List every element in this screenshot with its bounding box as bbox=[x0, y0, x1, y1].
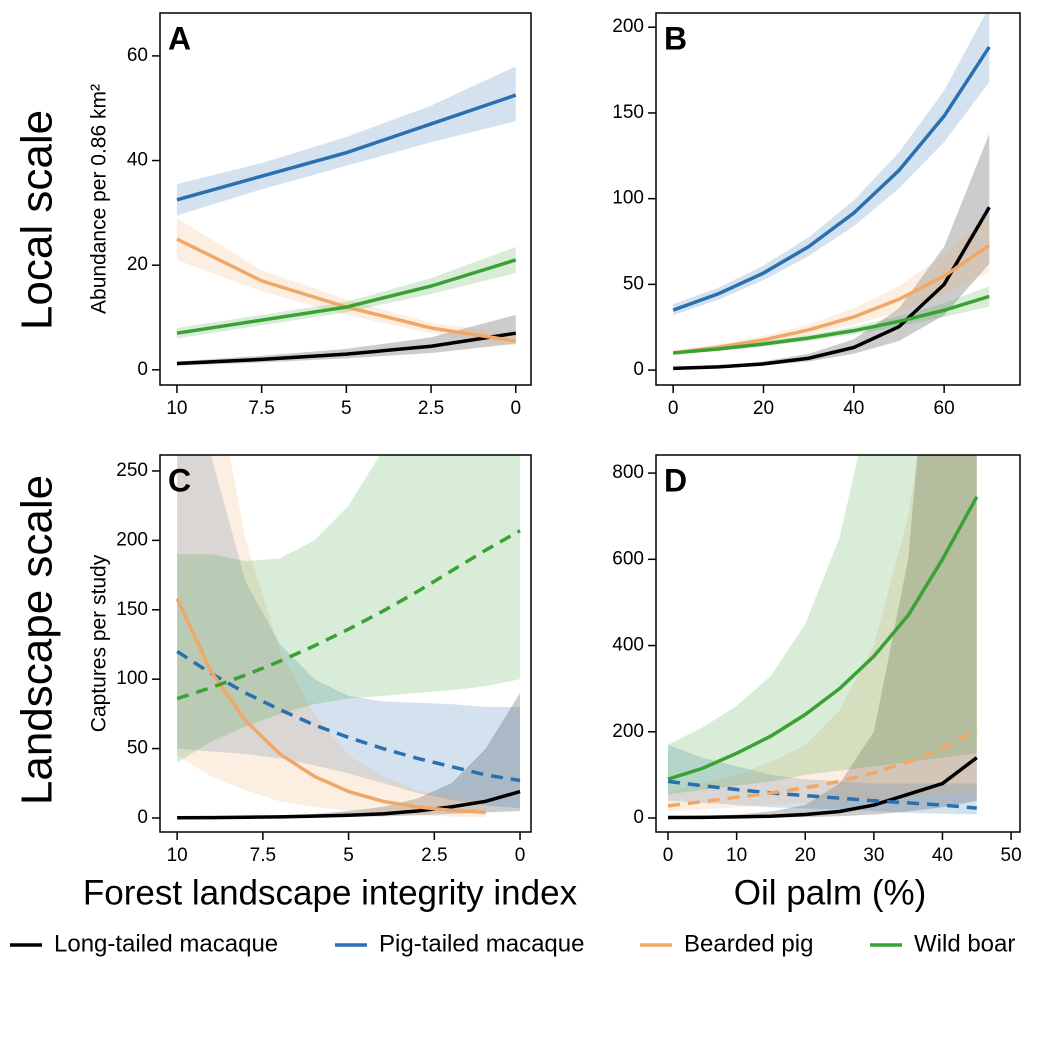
y-tick-label: 150 bbox=[116, 599, 148, 620]
x-tick-label: 5 bbox=[343, 845, 354, 866]
y-tick-label: 400 bbox=[612, 635, 644, 656]
y-tick-label: 0 bbox=[137, 807, 148, 828]
x-tick-label: 0 bbox=[510, 398, 521, 419]
row-label: Landscape scale bbox=[13, 475, 62, 805]
x-tick-label: 5 bbox=[341, 398, 352, 419]
y-tick-label: 200 bbox=[612, 16, 644, 37]
panel-label: D bbox=[664, 462, 687, 498]
y-tick-label: 0 bbox=[633, 807, 644, 828]
y-tick-label: 50 bbox=[623, 273, 644, 294]
panel-label: C bbox=[168, 462, 191, 498]
x-tick-label: 40 bbox=[843, 398, 864, 419]
x-tick-label: 20 bbox=[753, 398, 774, 419]
x-tick-label: 20 bbox=[795, 845, 816, 866]
y-axis-label: Captures per study bbox=[88, 554, 111, 732]
y-tick-label: 150 bbox=[612, 102, 644, 123]
plot-area bbox=[177, 66, 516, 365]
y-tick-label: 0 bbox=[137, 359, 148, 380]
figure: Local scale Landscape scale Forest lands… bbox=[0, 0, 1062, 1055]
y-tick-label: 100 bbox=[116, 668, 148, 689]
y-tick-label: 800 bbox=[612, 462, 644, 483]
x-tick-label: 0 bbox=[515, 845, 526, 866]
legend-label: Bearded pig bbox=[684, 930, 813, 957]
legend-label: Wild boar bbox=[914, 930, 1015, 957]
x-tick-label: 10 bbox=[166, 398, 187, 419]
y-axis-label: Abundance per 0.86 km² bbox=[88, 84, 111, 314]
panel-label: B bbox=[664, 20, 687, 56]
x-axis-label: Oil palm (%) bbox=[734, 873, 927, 912]
y-tick-label: 100 bbox=[612, 188, 644, 209]
x-tick-label: 50 bbox=[1001, 845, 1022, 866]
x-tick-label: 40 bbox=[932, 845, 953, 866]
y-tick-label: 20 bbox=[127, 254, 148, 275]
x-tick-label: 7.5 bbox=[248, 398, 274, 419]
x-tick-label: 2.5 bbox=[421, 845, 447, 866]
plot-area bbox=[673, 7, 989, 369]
x-tick-label: 0 bbox=[668, 398, 679, 419]
page: Local scale Landscape scale Forest lands… bbox=[0, 0, 1062, 1060]
legend-label: Pig-tailed macaque bbox=[379, 930, 584, 957]
x-tick-label: 60 bbox=[934, 398, 955, 419]
y-tick-label: 60 bbox=[127, 45, 148, 66]
x-tick-label: 30 bbox=[863, 845, 884, 866]
x-tick-label: 10 bbox=[167, 845, 188, 866]
y-tick-label: 0 bbox=[633, 359, 644, 380]
y-tick-label: 50 bbox=[127, 738, 148, 759]
x-tick-label: 0 bbox=[663, 845, 674, 866]
confidence-band bbox=[177, 66, 516, 215]
y-tick-label: 600 bbox=[612, 548, 644, 569]
x-tick-label: 10 bbox=[726, 845, 747, 866]
x-tick-label: 7.5 bbox=[250, 845, 276, 866]
legend-label: Long-tailed macaque bbox=[54, 930, 278, 957]
y-tick-label: 200 bbox=[612, 721, 644, 742]
panel-label: A bbox=[168, 20, 191, 56]
row-label: Local scale bbox=[13, 110, 62, 330]
x-axis-label: Forest landscape integrity index bbox=[83, 873, 578, 912]
x-tick-label: 2.5 bbox=[418, 398, 444, 419]
y-tick-label: 40 bbox=[127, 150, 148, 171]
y-tick-label: 250 bbox=[116, 460, 148, 481]
y-tick-label: 200 bbox=[116, 529, 148, 550]
